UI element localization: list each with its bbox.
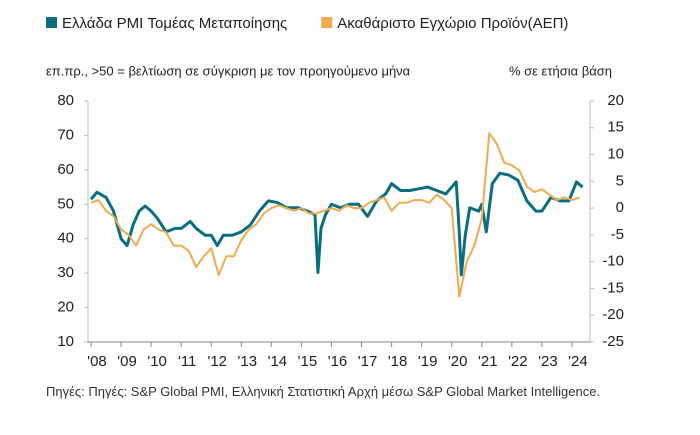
legend-swatch bbox=[46, 17, 57, 28]
legend-swatch bbox=[321, 17, 333, 28]
y-tick-label: 80 bbox=[57, 92, 74, 109]
x-tick-label: '21 bbox=[478, 353, 498, 370]
x-tick-label: '08 bbox=[87, 353, 107, 370]
source-note: Πηγές: Πηγές: S&P Global PMI, Ελληνική Σ… bbox=[46, 384, 601, 399]
x-tick-label: '17 bbox=[358, 353, 378, 370]
y-tick-label: 70 bbox=[57, 126, 74, 143]
y-tick-label: 50 bbox=[57, 195, 74, 212]
y2-tick-label: 0 bbox=[616, 199, 624, 216]
subtitle-right: % σε ετήσια βάση bbox=[509, 63, 612, 78]
y2-tick-label: -5 bbox=[611, 226, 624, 243]
y-tick-label: 20 bbox=[57, 299, 74, 316]
subtitle-left: επ.πρ., >50 = βελτίωση σε σύγκριση με το… bbox=[46, 63, 411, 78]
y2-tick-label: 15 bbox=[607, 119, 624, 136]
legend-label: Ελλάδα PMI Τομέας Μεταποίησης bbox=[62, 15, 287, 32]
x-tick-label: '09 bbox=[117, 353, 137, 370]
x-tick-label: '12 bbox=[207, 353, 227, 370]
y-tick-label: 40 bbox=[57, 230, 74, 247]
y2-tick-label: -10 bbox=[602, 253, 624, 270]
x-tick-label: '23 bbox=[538, 353, 558, 370]
y2-tick-label: 5 bbox=[616, 172, 624, 189]
legend-label: Ακαθάριστο Εγχώριο Προϊόν(ΑΕΠ) bbox=[337, 15, 568, 32]
y2-tick-label: 10 bbox=[607, 146, 624, 163]
x-tick-label: '20 bbox=[448, 353, 468, 370]
y-tick-label: 30 bbox=[57, 264, 74, 281]
x-tick-label: '11 bbox=[178, 353, 196, 370]
y-tick-label: 60 bbox=[57, 161, 74, 178]
y2-tick-label: -15 bbox=[602, 279, 624, 296]
y2-tick-label: 20 bbox=[607, 92, 624, 109]
data-line bbox=[89, 171, 584, 277]
y-tick-label: 10 bbox=[57, 333, 74, 350]
x-tick-label: '18 bbox=[388, 353, 408, 370]
x-tick-label: '14 bbox=[268, 353, 288, 370]
y2-tick-label: -20 bbox=[602, 306, 624, 323]
chart: επ.πρ., >50 = βελτίωση σε σύγκριση με το… bbox=[46, 15, 624, 370]
data-line bbox=[90, 132, 580, 298]
x-tick-label: '13 bbox=[238, 353, 258, 370]
x-tick-label: '15 bbox=[298, 353, 318, 370]
y2-tick-label: -25 bbox=[602, 333, 624, 350]
x-tick-label: '22 bbox=[508, 353, 528, 370]
x-tick-label: '16 bbox=[328, 353, 348, 370]
x-tick-label: '10 bbox=[147, 353, 167, 370]
x-tick-label: '24 bbox=[568, 353, 588, 370]
x-tick-label: '19 bbox=[418, 353, 438, 370]
